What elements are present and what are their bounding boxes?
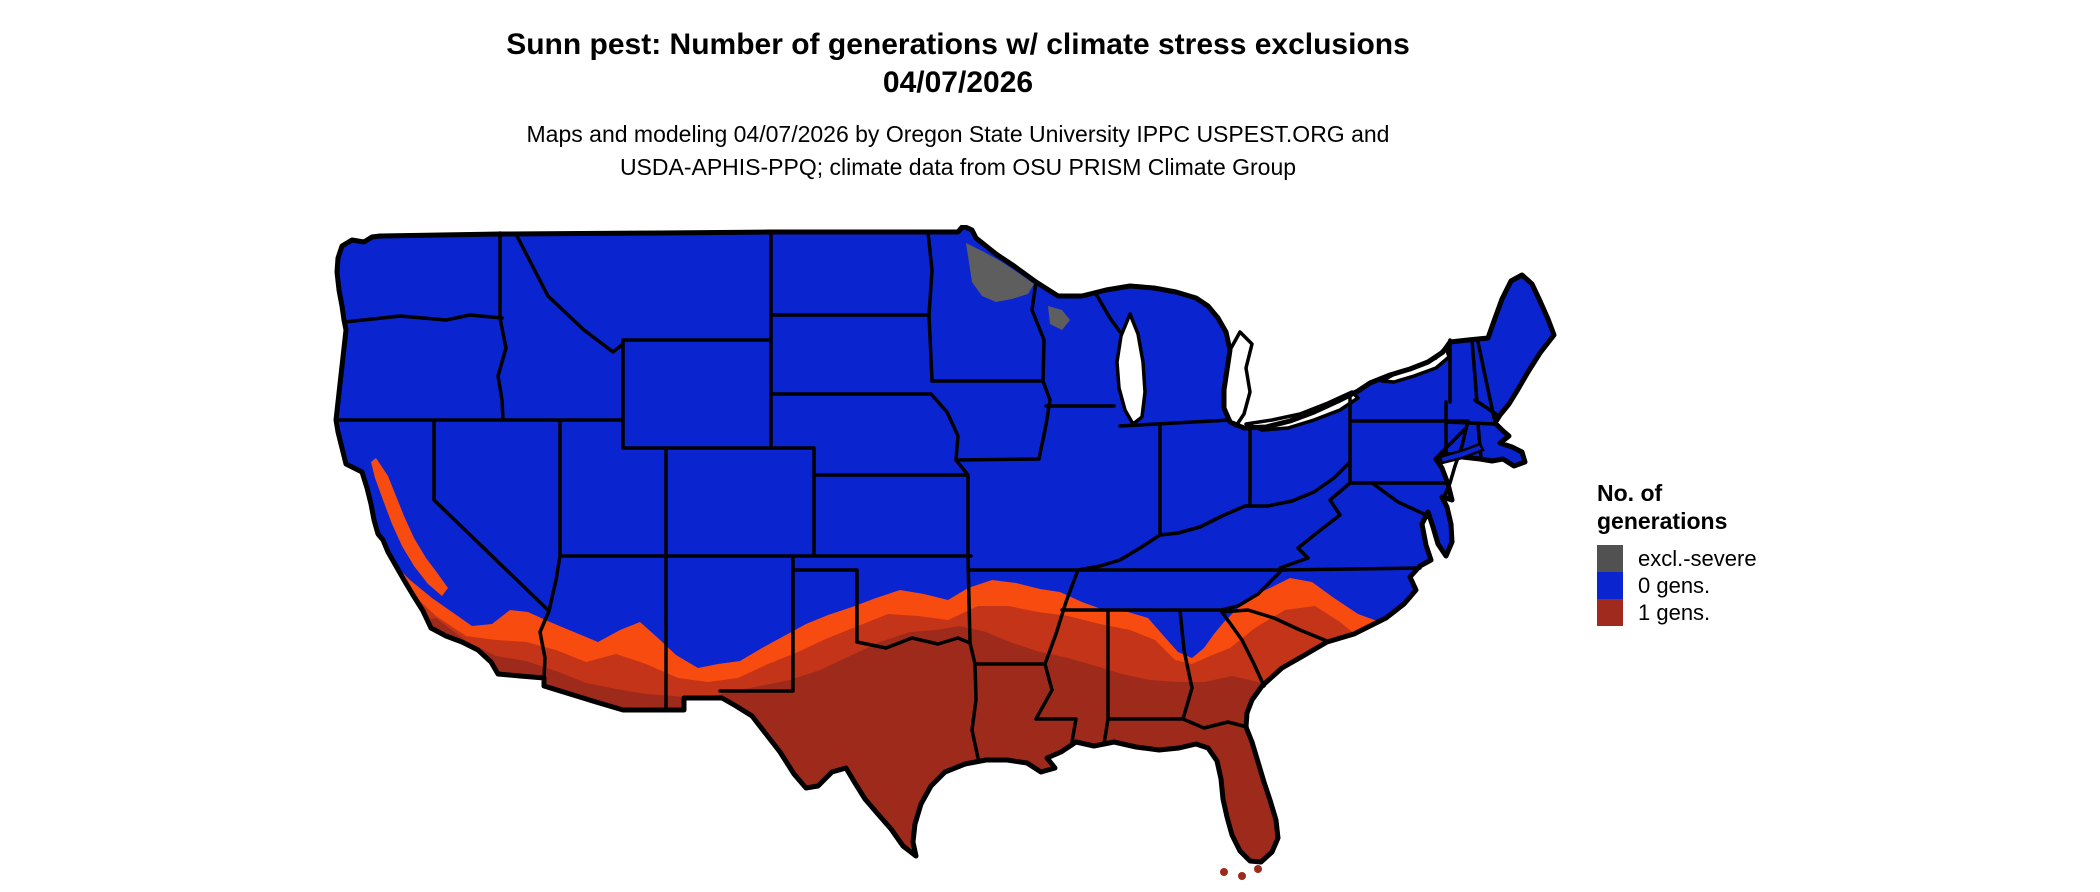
legend-title-line2: generations: [1597, 508, 1728, 534]
legend-entry-0-gens: 0 gens.: [1597, 572, 1877, 599]
region-excluded-wisconsin: [1048, 306, 1070, 330]
legend-label-excl-severe: excl.-severe: [1638, 546, 1757, 571]
figure-title-line1: Sunn pest: Number of generations w/ clim…: [506, 28, 1410, 61]
figure-subtitle-line1: Maps and modeling 04/07/2026 by Oregon S…: [526, 121, 1390, 147]
figure-subtitle-line2: USDA-APHIS-PPQ; climate data from OSU PR…: [619, 154, 1297, 180]
legend-title: No. of generations: [1597, 479, 1877, 535]
florida-keys: [1220, 865, 1262, 880]
long-island: [1438, 442, 1485, 465]
legend: No. of generations excl.-severe 0 gens. …: [1597, 479, 1877, 626]
legend-entry-1-gens: 1 gens.: [1597, 599, 1877, 626]
figure-title: Sunn pest: Number of generations w/ clim…: [0, 26, 1916, 102]
legend-entry-excl-severe: excl.-severe: [1597, 545, 1877, 572]
region-central-valley-transition: [371, 458, 448, 596]
state-borders: [334, 230, 1498, 760]
legend-swatch-0-gens: [1597, 572, 1623, 599]
legend-swatch-excl-severe: [1597, 545, 1623, 572]
lake-erie: [1244, 390, 1360, 432]
legend-label-0-gens: 0 gens.: [1638, 573, 1711, 598]
figure-title-date: 04/07/2026: [882, 66, 1034, 99]
legend-label-1-gens: 1 gens.: [1638, 600, 1711, 625]
legend-swatch-1-gens: [1597, 599, 1623, 626]
region-excluded-minnesota: [966, 243, 1034, 302]
figure-subtitle: Maps and modeling 04/07/2026 by Oregon S…: [0, 118, 1916, 184]
legend-title-line1: No. of: [1597, 480, 1663, 506]
us-choropleth-map: [330, 225, 1560, 880]
